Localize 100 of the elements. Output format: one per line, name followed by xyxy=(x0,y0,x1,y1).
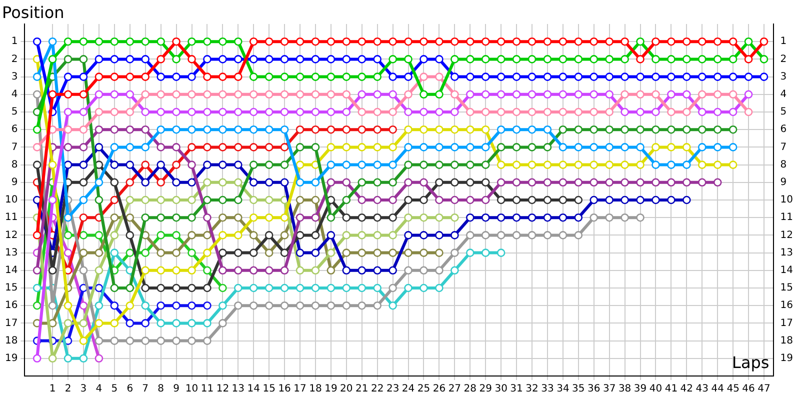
point xyxy=(481,143,490,152)
point xyxy=(435,90,444,99)
point xyxy=(543,178,552,187)
point xyxy=(620,213,629,222)
point xyxy=(667,125,676,134)
point xyxy=(326,37,336,46)
point xyxy=(620,143,629,152)
point xyxy=(682,108,691,116)
point xyxy=(326,231,336,240)
x-tick-label: 24 xyxy=(402,384,415,395)
point xyxy=(342,55,351,64)
point xyxy=(156,196,165,204)
point xyxy=(667,196,676,204)
point xyxy=(713,160,722,169)
point xyxy=(481,72,490,81)
point xyxy=(32,266,42,275)
point xyxy=(64,108,72,116)
x-tick-label: 40 xyxy=(649,384,662,395)
point xyxy=(620,178,629,187)
x-tick-label: 39 xyxy=(634,384,647,395)
y-axis-title: Position xyxy=(2,3,64,22)
y-tick-label: 4 xyxy=(11,88,18,100)
point xyxy=(79,125,88,134)
point xyxy=(435,266,444,275)
point xyxy=(156,301,165,310)
point xyxy=(574,178,583,187)
point xyxy=(311,213,320,222)
point xyxy=(342,266,351,275)
point xyxy=(326,284,336,292)
point xyxy=(481,55,490,64)
y2-tick-label: 13 xyxy=(780,247,794,258)
point xyxy=(574,213,583,222)
point xyxy=(32,143,42,152)
point xyxy=(141,266,150,275)
point xyxy=(528,37,536,46)
point xyxy=(311,90,320,99)
point xyxy=(32,125,42,134)
point xyxy=(605,143,614,152)
y2-tick-label: 4 xyxy=(780,88,787,100)
point xyxy=(342,301,351,310)
point xyxy=(388,196,397,204)
point xyxy=(373,196,382,204)
point xyxy=(574,160,583,169)
point xyxy=(311,178,320,187)
point xyxy=(744,90,753,99)
point xyxy=(264,90,274,99)
point xyxy=(558,196,568,204)
point xyxy=(141,143,150,152)
point xyxy=(388,160,397,169)
point xyxy=(141,72,150,81)
x-tick-label: 4 xyxy=(96,384,102,395)
point xyxy=(512,55,521,64)
point xyxy=(296,248,304,257)
point xyxy=(94,301,104,310)
point xyxy=(373,72,382,81)
point xyxy=(420,213,428,222)
point xyxy=(188,143,196,152)
point xyxy=(141,196,150,204)
point xyxy=(156,319,165,328)
point xyxy=(496,108,506,116)
point xyxy=(728,108,738,116)
point xyxy=(636,90,644,99)
point xyxy=(249,55,258,64)
point xyxy=(172,266,180,275)
point xyxy=(110,196,119,204)
y-tick-label: 14 xyxy=(4,264,18,276)
point xyxy=(512,231,521,240)
x-tick-label: 2 xyxy=(64,384,72,395)
x-tick-label: 10 xyxy=(185,384,198,395)
point xyxy=(481,108,490,116)
point xyxy=(326,72,336,81)
point xyxy=(264,301,274,310)
point xyxy=(620,90,629,99)
point xyxy=(79,90,88,99)
point xyxy=(435,37,444,46)
point xyxy=(156,284,165,292)
point xyxy=(110,90,119,99)
point xyxy=(682,196,691,204)
point xyxy=(64,248,72,257)
point xyxy=(358,231,366,240)
point xyxy=(203,266,212,275)
point xyxy=(326,160,336,169)
point xyxy=(373,248,382,257)
point xyxy=(311,231,320,240)
x-tick-label: 41 xyxy=(664,384,678,395)
y2-tick-label: 8 xyxy=(780,159,787,170)
point xyxy=(528,143,536,152)
y2-tick-label: 15 xyxy=(780,282,794,294)
y2-tick-label: 3 xyxy=(780,71,787,82)
point xyxy=(404,125,412,134)
point xyxy=(110,37,119,46)
point xyxy=(94,248,104,257)
point xyxy=(32,37,42,46)
point xyxy=(172,248,180,257)
point xyxy=(620,160,629,169)
point xyxy=(326,90,336,99)
point xyxy=(311,143,320,152)
point xyxy=(156,125,165,134)
point xyxy=(481,125,490,134)
point xyxy=(280,55,289,64)
